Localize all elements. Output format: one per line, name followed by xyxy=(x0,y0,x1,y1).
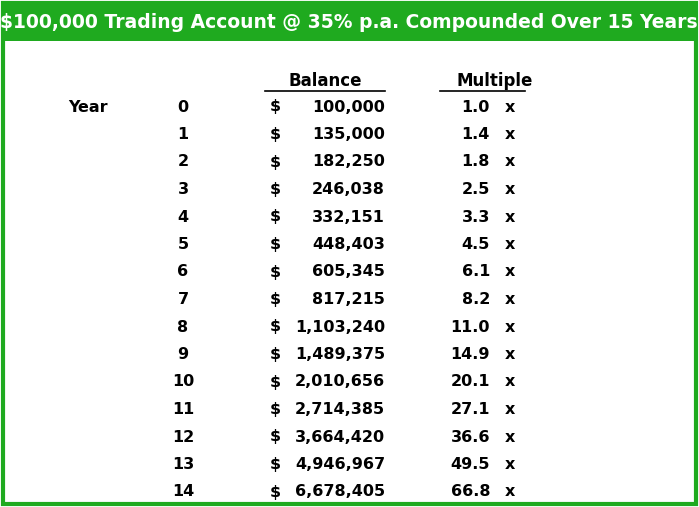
Text: 135,000: 135,000 xyxy=(312,127,385,142)
Text: 182,250: 182,250 xyxy=(312,155,385,169)
Text: x: x xyxy=(505,155,515,169)
Text: $: $ xyxy=(270,182,281,197)
Text: 66.8: 66.8 xyxy=(450,485,490,499)
Bar xyxy=(3,3,696,41)
Text: 2,010,656: 2,010,656 xyxy=(295,375,385,389)
Text: 1,489,375: 1,489,375 xyxy=(295,347,385,362)
Text: 0: 0 xyxy=(178,99,189,115)
Text: x: x xyxy=(505,429,515,445)
Text: 36.6: 36.6 xyxy=(450,429,490,445)
Text: x: x xyxy=(505,375,515,389)
Text: x: x xyxy=(505,99,515,115)
Text: $: $ xyxy=(270,237,281,252)
Text: 6,678,405: 6,678,405 xyxy=(295,485,385,499)
Text: $: $ xyxy=(270,155,281,169)
Text: 11.0: 11.0 xyxy=(450,319,490,335)
Text: $: $ xyxy=(270,457,281,472)
Text: 4.5: 4.5 xyxy=(461,237,490,252)
Text: x: x xyxy=(505,292,515,307)
Text: 1: 1 xyxy=(178,127,189,142)
Text: x: x xyxy=(505,402,515,417)
Text: x: x xyxy=(505,209,515,225)
Text: 3,664,420: 3,664,420 xyxy=(295,429,385,445)
Text: Balance: Balance xyxy=(288,72,362,90)
Text: $: $ xyxy=(270,375,281,389)
Text: 3: 3 xyxy=(178,182,189,197)
Text: 2.5: 2.5 xyxy=(461,182,490,197)
Text: $100,000 Trading Account @ 35% p.a. Compounded Over 15 Years: $100,000 Trading Account @ 35% p.a. Comp… xyxy=(0,13,698,31)
Text: 20.1: 20.1 xyxy=(450,375,490,389)
Text: x: x xyxy=(505,319,515,335)
Text: $: $ xyxy=(270,127,281,142)
Text: x: x xyxy=(505,347,515,362)
Text: 27.1: 27.1 xyxy=(450,402,490,417)
Text: 6.1: 6.1 xyxy=(461,265,490,279)
Text: x: x xyxy=(505,485,515,499)
Text: x: x xyxy=(505,127,515,142)
Text: 246,038: 246,038 xyxy=(312,182,385,197)
Text: 605,345: 605,345 xyxy=(312,265,385,279)
Text: 332,151: 332,151 xyxy=(312,209,385,225)
Text: 100,000: 100,000 xyxy=(312,99,385,115)
Text: 8: 8 xyxy=(178,319,189,335)
Text: $: $ xyxy=(270,402,281,417)
Text: 4,946,967: 4,946,967 xyxy=(295,457,385,472)
Text: 2,714,385: 2,714,385 xyxy=(295,402,385,417)
Text: $: $ xyxy=(270,429,281,445)
Text: $: $ xyxy=(270,265,281,279)
Text: $: $ xyxy=(270,209,281,225)
Text: 14: 14 xyxy=(172,485,194,499)
Text: $: $ xyxy=(270,292,281,307)
Text: 8.2: 8.2 xyxy=(461,292,490,307)
Text: x: x xyxy=(505,265,515,279)
Text: 2: 2 xyxy=(178,155,189,169)
Text: 49.5: 49.5 xyxy=(450,457,490,472)
Text: 5: 5 xyxy=(178,237,189,252)
Text: 9: 9 xyxy=(178,347,189,362)
Text: 448,403: 448,403 xyxy=(312,237,385,252)
Text: 817,215: 817,215 xyxy=(312,292,385,307)
Text: $: $ xyxy=(270,347,281,362)
Text: Year: Year xyxy=(69,99,108,115)
Text: 3.3: 3.3 xyxy=(461,209,490,225)
Text: x: x xyxy=(505,237,515,252)
Text: 11: 11 xyxy=(172,402,194,417)
Text: 4: 4 xyxy=(178,209,189,225)
Text: $: $ xyxy=(270,99,281,115)
Text: $: $ xyxy=(270,485,281,499)
Text: 14.9: 14.9 xyxy=(450,347,490,362)
Text: 1.8: 1.8 xyxy=(461,155,490,169)
Text: 6: 6 xyxy=(178,265,189,279)
Text: 1.4: 1.4 xyxy=(461,127,490,142)
Text: $: $ xyxy=(270,319,281,335)
Text: 13: 13 xyxy=(172,457,194,472)
Text: 12: 12 xyxy=(172,429,194,445)
Text: Multiple: Multiple xyxy=(457,72,533,90)
Text: 10: 10 xyxy=(172,375,194,389)
Text: x: x xyxy=(505,457,515,472)
Text: 7: 7 xyxy=(178,292,189,307)
Text: x: x xyxy=(505,182,515,197)
Text: 1.0: 1.0 xyxy=(461,99,490,115)
Text: 1,103,240: 1,103,240 xyxy=(295,319,385,335)
